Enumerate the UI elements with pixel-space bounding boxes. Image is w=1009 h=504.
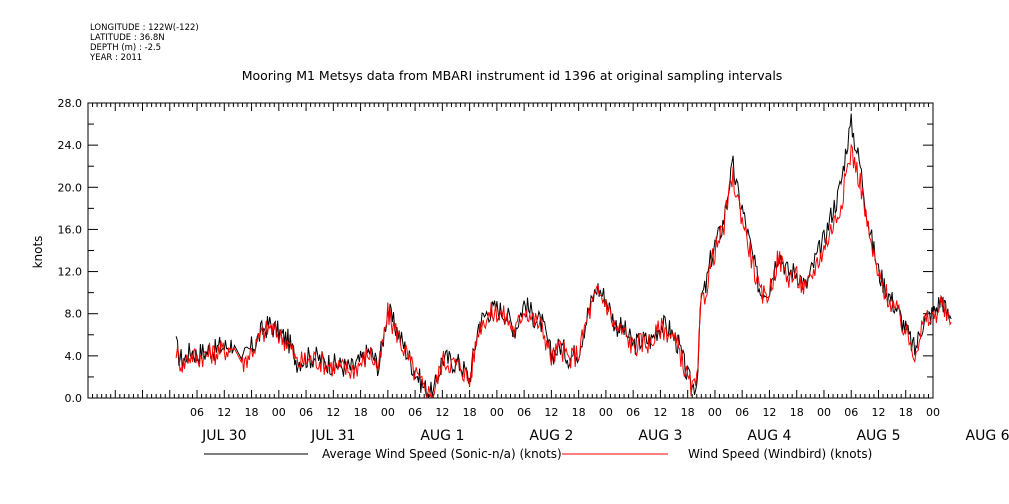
series-lines [175, 113, 952, 398]
legend-label-windbird: Wind Speed (Windbird) (knots) [688, 447, 872, 461]
x-hour-label: 12 [653, 406, 667, 419]
x-hour-label: 18 [463, 406, 477, 419]
y-tick-label: 20.0 [58, 181, 83, 194]
chart-title: Mooring M1 Metsys data from MBARI instru… [242, 68, 783, 83]
legend: Average Wind Speed (Sonic-n/a) (knots) W… [204, 447, 872, 461]
x-axis: 06 12 18 00 06 12 18 00 06 12 18 00 06 12 18 00 06 12 18 00… [87, 103, 1009, 444]
y-tick-label: 8.0 [65, 308, 83, 321]
series-line-windbird [175, 143, 952, 398]
series-line-sonic [175, 113, 952, 398]
x-hour-label: 12 [326, 406, 340, 419]
x-hour-label: 00 [599, 406, 613, 419]
legend-label-sonic: Average Wind Speed (Sonic-n/a) (knots) [322, 447, 562, 461]
x-day-label: JUL 31 [310, 428, 355, 444]
x-hour-label: 00 [272, 406, 286, 419]
x-hour-label: 18 [681, 406, 695, 419]
y-tick-label: 4.0 [65, 350, 83, 363]
x-hour-label: 12 [217, 406, 231, 419]
y-tick-label: 24.0 [58, 139, 83, 152]
x-day-label: JUL 30 [201, 428, 246, 444]
x-hour-label: 06 [408, 406, 422, 419]
x-hour-label: 12 [435, 406, 449, 419]
x-day-label: AUG 2 [529, 428, 573, 444]
meta-depth: DEPTH (m) : -2.5 [90, 43, 161, 53]
x-hour-label: 12 [544, 406, 558, 419]
y-axis-title: knots [31, 236, 45, 269]
x-hour-label: 06 [299, 406, 313, 419]
x-hour-label: 06 [844, 406, 858, 419]
y-tick-label: 0.0 [65, 392, 83, 405]
y-tick-label: 16.0 [58, 223, 83, 236]
x-hour-label: 12 [871, 406, 885, 419]
x-day-label: AUG 3 [638, 428, 682, 444]
x-hour-label: 00 [381, 406, 395, 419]
x-hour-label: 18 [790, 406, 804, 419]
x-hour-label: 06 [190, 406, 204, 419]
y-axis: 0.0 4.0 8.0 12.0 16.0 20.0 24.0 28.0 [58, 97, 933, 405]
metadata-block: LONGITUDE : 122W(-122) LATITUDE : 36.8N … [89, 23, 199, 63]
x-day-label: AUG 4 [747, 428, 791, 444]
x-hour-label: 18 [572, 406, 586, 419]
y-tick-label: 28.0 [58, 97, 83, 110]
x-hour-label: 12 [762, 406, 776, 419]
meta-year: YEAR : 2011 [89, 53, 142, 63]
x-hour-label: 00 [926, 406, 940, 419]
x-hour-label: 18 [899, 406, 913, 419]
x-hour-label: 00 [708, 406, 722, 419]
x-hour-label: 00 [490, 406, 504, 419]
x-hour-label: 06 [517, 406, 531, 419]
x-day-label: AUG 5 [856, 428, 900, 444]
y-tick-label: 12.0 [58, 266, 83, 279]
x-hour-label: 06 [626, 406, 640, 419]
meta-latitude: LATITUDE : 36.8N [90, 33, 165, 43]
x-hour-label: 18 [354, 406, 368, 419]
x-hour-label: 00 [817, 406, 831, 419]
x-day-label: AUG 6 [966, 428, 1009, 444]
x-hour-label: 18 [245, 406, 259, 419]
meta-longitude: LONGITUDE : 122W(-122) [90, 23, 199, 33]
x-hour-label: 06 [735, 406, 749, 419]
x-day-label: AUG 1 [420, 428, 464, 444]
